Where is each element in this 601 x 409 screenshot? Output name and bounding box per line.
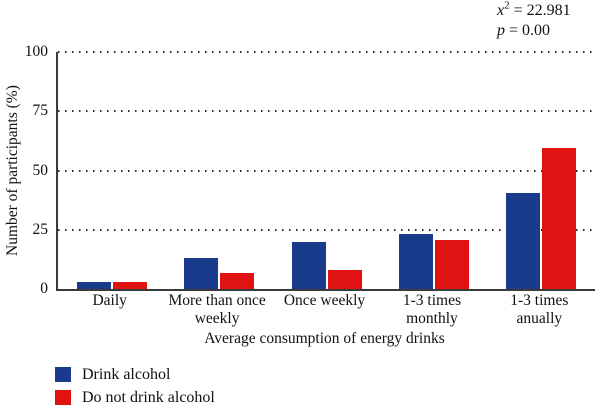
x-axis-tick-labels: Daily More than once weekly Once weekly 1-3… — [56, 292, 593, 328]
x-tick-label: More than once weekly — [168, 292, 266, 327]
y-tick-label-0: 0 — [40, 280, 48, 297]
bar — [506, 193, 541, 289]
chi-value: = 22.981 — [509, 2, 571, 19]
bar-series — [58, 52, 595, 289]
bar — [184, 258, 219, 289]
legend-item: Drink alcohol — [55, 363, 215, 386]
x-tick-label: Once weekly — [283, 292, 366, 309]
bar — [220, 273, 255, 289]
legend-label: Do not drink alcohol — [82, 388, 215, 406]
p-value: = 0.00 — [505, 22, 551, 39]
chi-symbol: x — [497, 2, 505, 19]
x-tick-label: Daily — [92, 292, 127, 309]
gridline-25 — [58, 228, 595, 231]
y-tick-label-75: 75 — [32, 102, 49, 120]
legend-item: Do not drink alcohol — [55, 386, 215, 409]
x-axis-title: Average consumption of energy drinks — [204, 330, 445, 347]
bar — [542, 147, 577, 289]
gridline-50 — [58, 169, 595, 172]
chi-square-annotation: x2 = 22.981 p = 0.00 — [497, 0, 571, 41]
legend-swatch — [55, 390, 71, 405]
x-tick-label: 1-3 times monthly — [402, 292, 461, 327]
legend: Drink alcohol Do not drink alcohol — [55, 363, 215, 409]
y-tick-label-50: 50 — [32, 161, 49, 179]
x-tick-label: 1-3 times anually — [510, 292, 569, 327]
bar-group — [380, 52, 487, 289]
legend-swatch — [55, 367, 71, 382]
y-tick-label-100: 100 — [24, 43, 48, 60]
y-tick-label-25: 25 — [32, 220, 49, 238]
bar — [398, 233, 433, 289]
gridline-75 — [58, 110, 595, 113]
chi-square-line: x2 = 22.981 — [497, 0, 571, 21]
bar-group — [488, 52, 595, 289]
bar — [434, 239, 469, 289]
p-symbol: p — [497, 22, 505, 39]
chi-exponent: 2 — [504, 0, 510, 12]
bar — [327, 270, 362, 289]
bar-group — [58, 52, 165, 289]
y-axis-tick-labels: 0 25 50 75 100 — [0, 43, 49, 297]
plot-area — [56, 51, 595, 291]
gridline-100 — [58, 51, 595, 53]
bar — [291, 241, 326, 289]
bar — [112, 282, 147, 289]
bar-group — [165, 52, 272, 289]
bar — [76, 282, 111, 289]
bar-group — [273, 52, 380, 289]
legend-label: Drink alcohol — [82, 365, 171, 383]
p-value-line: p = 0.00 — [497, 21, 571, 41]
